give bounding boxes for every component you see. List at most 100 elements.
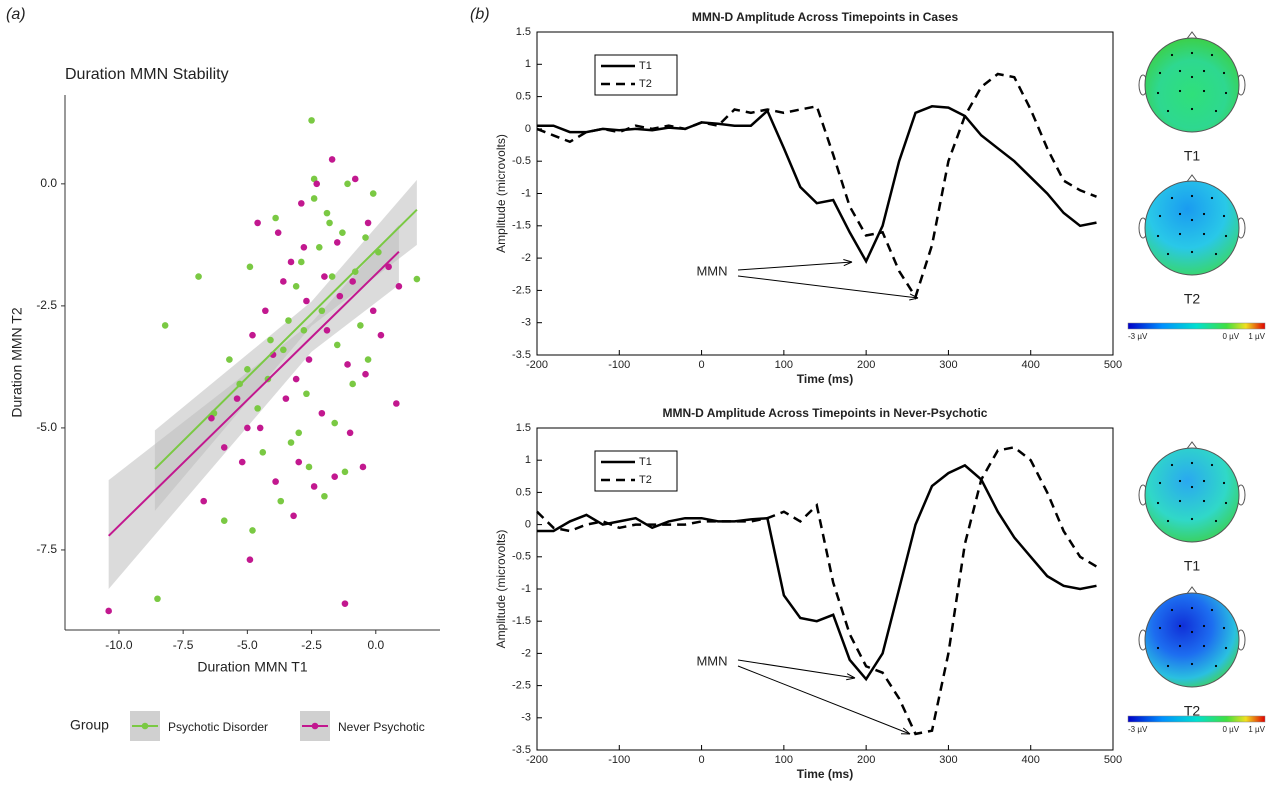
electrode	[1158, 481, 1162, 485]
scatter-point	[331, 473, 338, 481]
electrode	[1158, 214, 1162, 218]
electrode	[1170, 196, 1174, 200]
electrode	[1178, 624, 1182, 628]
x-axis-label: Duration MMN T1	[197, 659, 307, 675]
x-tick-label: -5.0	[237, 638, 258, 652]
annotation-arrow	[737, 261, 853, 271]
scatter-point	[364, 356, 372, 363]
scatter-point	[105, 607, 112, 615]
arrow-head	[843, 259, 853, 267]
electrode	[1214, 664, 1218, 668]
electrode	[1178, 69, 1182, 73]
scatter-point	[249, 527, 256, 534]
electrode	[1190, 461, 1194, 465]
scatter-point	[321, 492, 328, 500]
legend-label: T2	[639, 474, 652, 486]
electrode	[1170, 608, 1174, 612]
y-tick-label: -1	[521, 583, 531, 595]
scatter-point	[256, 424, 264, 432]
y-tick-label: -7.5	[36, 542, 57, 556]
electrode	[1202, 69, 1206, 73]
electrode	[1190, 75, 1194, 79]
fit-line	[154, 208, 418, 470]
topomap-label: T1	[1184, 558, 1201, 574]
chart-title: MMN-D Amplitude Across Timepoints in Cas…	[692, 10, 959, 24]
topomap	[1144, 37, 1240, 133]
y-tick-label: 0.0	[40, 176, 57, 190]
y-tick-label: -5.0	[36, 420, 57, 434]
scatter-point	[393, 400, 400, 407]
scatter-point	[328, 273, 336, 280]
scatter-point	[351, 175, 359, 183]
x-tick-label: 500	[1104, 359, 1122, 371]
legend-dot	[141, 722, 149, 730]
scatter-point	[300, 243, 308, 251]
y-tick-label: -3.5	[512, 744, 531, 756]
scatter-point	[369, 307, 377, 315]
x-tick-label: 500	[1104, 754, 1122, 766]
arrow-head	[909, 293, 919, 301]
electrode	[1210, 608, 1214, 612]
scatter-point	[254, 219, 261, 227]
scatter-point	[339, 229, 346, 236]
electrode	[1178, 499, 1182, 503]
x-tick-label: 0	[699, 359, 705, 371]
scatter-point	[357, 322, 364, 329]
electrode	[1166, 109, 1170, 113]
scatter-point	[287, 439, 295, 446]
scatter-point	[282, 395, 290, 402]
scatter-point	[377, 331, 385, 339]
scatter-point	[244, 366, 251, 373]
scatter-point	[298, 200, 305, 207]
colorbar-label: 0 µV	[1222, 725, 1239, 734]
scatter-point	[292, 375, 300, 383]
electrode	[1190, 485, 1194, 489]
annotation: MMN	[696, 263, 727, 278]
scatter-point	[246, 556, 254, 564]
y-tick-label: 0	[525, 519, 531, 531]
electrode	[1222, 481, 1226, 485]
electrode	[1178, 212, 1182, 216]
x-tick-label: -200	[526, 754, 548, 766]
scatter-point	[346, 429, 354, 437]
scatter-point	[292, 283, 300, 290]
scatter-point	[310, 195, 318, 202]
colorbar	[1127, 322, 1266, 330]
electrode	[1158, 626, 1162, 630]
electrode	[1214, 109, 1218, 113]
x-tick-label: -2.5	[301, 638, 322, 652]
scatter-point	[413, 275, 421, 283]
scatter-point	[208, 414, 215, 422]
x-axis-label: Time (ms)	[797, 767, 853, 781]
scatter-point	[233, 395, 241, 402]
x-tick-label: 100	[775, 359, 793, 371]
electrode	[1190, 218, 1194, 222]
annotation-arrow	[737, 275, 919, 299]
electrode	[1156, 91, 1160, 95]
legend-dot	[311, 722, 319, 730]
arrow-head	[846, 673, 856, 681]
electrode	[1166, 252, 1170, 256]
annotation-arrow	[737, 659, 856, 679]
legend-label: Psychotic Disorder	[168, 720, 268, 734]
scatter-point	[323, 209, 331, 217]
scatter-point	[287, 258, 295, 266]
x-tick-label: -7.5	[173, 638, 194, 652]
electrode	[1178, 644, 1182, 648]
y-tick-label: -1.5	[512, 220, 531, 232]
electrode	[1222, 214, 1226, 218]
scatter-point	[349, 278, 356, 285]
legend-title: Group	[70, 717, 109, 733]
series-line	[536, 72, 1097, 300]
x-tick-label: 0.0	[367, 638, 384, 652]
y-tick-label: -0.5	[512, 551, 531, 563]
scatter-point	[395, 283, 403, 290]
legend-box	[594, 450, 678, 492]
topomap-label: T2	[1184, 291, 1201, 307]
scatter-point	[238, 458, 246, 466]
scatter-point	[249, 331, 256, 339]
scatter-point	[267, 336, 274, 344]
scatter-point	[305, 463, 313, 471]
scatter-point	[295, 429, 303, 437]
electrode	[1156, 501, 1160, 505]
